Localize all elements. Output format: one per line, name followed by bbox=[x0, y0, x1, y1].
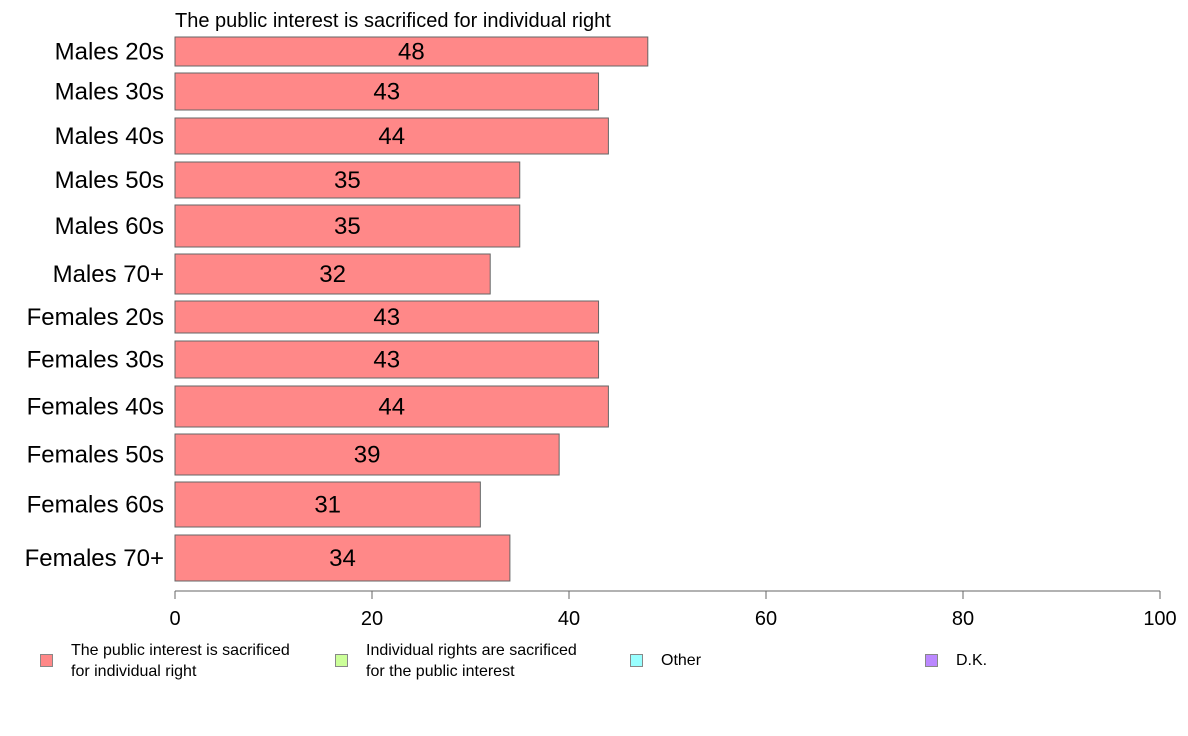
bar bbox=[174, 340, 600, 379]
x-axis: 0 20 40 60 80 100 bbox=[169, 590, 1177, 630]
category-label: Males 60s bbox=[55, 213, 164, 240]
x-tick-label: 0 bbox=[169, 608, 180, 630]
category-label: Males 40s bbox=[55, 123, 164, 150]
bar bbox=[174, 433, 560, 476]
category-label: Males 50s bbox=[55, 167, 164, 194]
legend-swatch bbox=[630, 654, 643, 667]
bar bbox=[174, 534, 511, 582]
legend-item: Individual rights are sacrificed for the… bbox=[335, 640, 577, 682]
legend-swatch bbox=[925, 654, 938, 667]
legend-label: Individual rights are sacrificed for the… bbox=[366, 642, 577, 680]
legend-item: D.K. bbox=[925, 640, 987, 671]
category-label: Females 70+ bbox=[25, 545, 164, 572]
bar bbox=[174, 300, 600, 334]
data-label: 44 bbox=[378, 123, 405, 150]
data-label: 35 bbox=[334, 167, 361, 194]
category-label: Females 30s bbox=[27, 347, 164, 374]
category-label: Females 50s bbox=[27, 442, 164, 469]
legend-swatch bbox=[335, 654, 348, 667]
bar bbox=[174, 481, 481, 528]
x-tick-label: 20 bbox=[361, 608, 383, 630]
category-label: Males 70+ bbox=[53, 261, 164, 288]
bar bbox=[174, 253, 491, 295]
data-label: 39 bbox=[354, 442, 381, 469]
bar bbox=[174, 204, 521, 248]
x-tick-label: 60 bbox=[755, 608, 777, 630]
legend: The public interest is sacrificed for in… bbox=[0, 640, 1188, 700]
category-label: Females 40s bbox=[27, 394, 164, 421]
x-tick-label: 100 bbox=[1143, 608, 1176, 630]
data-label: 43 bbox=[373, 347, 400, 374]
x-tick-label: 80 bbox=[952, 608, 974, 630]
category-label: Males 20s bbox=[55, 39, 164, 66]
legend-swatch bbox=[40, 654, 53, 667]
x-tick-label: 40 bbox=[558, 608, 580, 630]
data-label: 34 bbox=[329, 545, 356, 572]
chart-title: The public interest is sacrificed for in… bbox=[175, 10, 611, 32]
bar bbox=[174, 117, 609, 155]
category-label: Females 20s bbox=[27, 304, 164, 331]
bar bbox=[174, 36, 649, 67]
data-label: 35 bbox=[334, 213, 361, 240]
legend-item: Other bbox=[630, 640, 701, 671]
bar bbox=[174, 161, 521, 199]
legend-label: Other bbox=[661, 652, 702, 669]
data-label: 48 bbox=[398, 39, 425, 66]
category-label: Females 60s bbox=[27, 492, 164, 519]
legend-item: The public interest is sacrificed for in… bbox=[40, 640, 290, 682]
legend-label: The public interest is sacrificed for in… bbox=[71, 642, 290, 680]
category-label: Males 30s bbox=[55, 79, 164, 106]
legend-label: D.K. bbox=[956, 652, 988, 669]
data-label: 44 bbox=[378, 394, 405, 421]
data-label: 43 bbox=[373, 304, 400, 331]
bars-layer: Males 20s 48 Males 30s 43 Males 40s 44 Males 5… bbox=[25, 36, 649, 582]
data-label: 43 bbox=[373, 79, 400, 106]
bar-chart: The public interest is sacrificed for in… bbox=[25, 10, 1177, 630]
data-label: 31 bbox=[314, 492, 341, 519]
data-label: 32 bbox=[319, 261, 346, 288]
bar bbox=[174, 385, 609, 428]
bar bbox=[174, 72, 600, 111]
